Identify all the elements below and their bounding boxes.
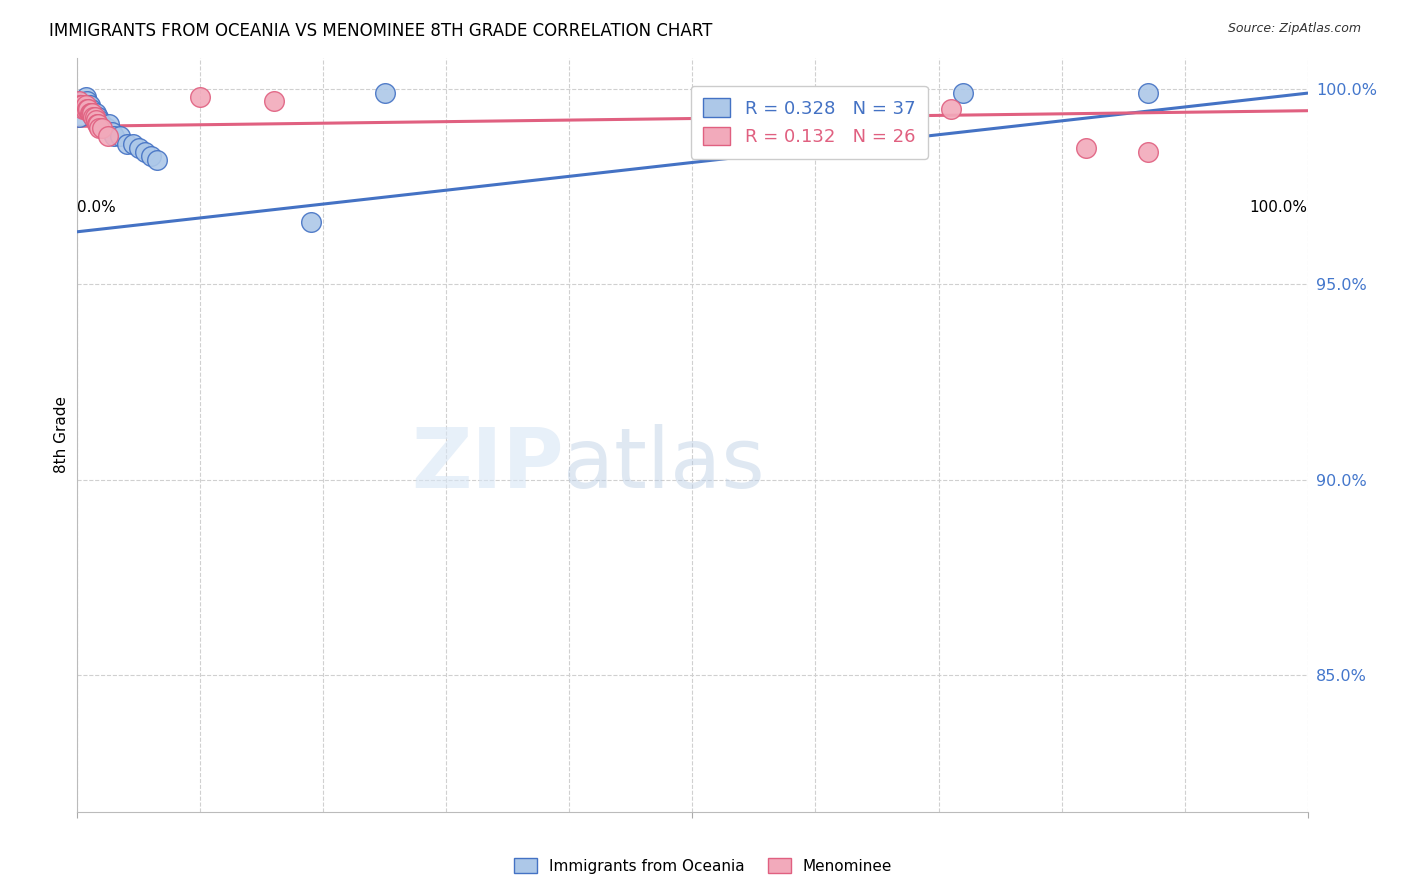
Point: [190, 90, 212, 104]
Point: [101, 125, 124, 139]
Point: [76, 102, 98, 116]
Point: [128, 141, 150, 155]
Point: [80, 102, 103, 116]
Text: 0.0%: 0.0%: [77, 200, 117, 215]
Point: [89, 121, 111, 136]
Point: [72, 102, 94, 116]
Point: [82, 110, 104, 124]
Point: [84, 105, 107, 120]
Text: atlas: atlas: [564, 425, 765, 506]
Point: [90, 117, 112, 131]
Point: [374, 86, 396, 100]
Point: [103, 129, 125, 144]
Legend: R = 0.328   N = 37, R = 0.132   N = 26: R = 0.328 N = 37, R = 0.132 N = 26: [690, 86, 928, 159]
Point: [67, 94, 90, 108]
Point: [98, 117, 121, 131]
Point: [77, 102, 100, 116]
Point: [93, 121, 115, 136]
Point: [299, 215, 322, 229]
Point: [97, 129, 120, 144]
Point: [115, 136, 138, 151]
Y-axis label: 8th Grade: 8th Grade: [53, 396, 69, 474]
Text: 100.0%: 100.0%: [1250, 200, 1308, 215]
Point: [146, 153, 169, 167]
Point: [82, 110, 104, 124]
Point: [70, 94, 93, 108]
Point: [87, 110, 110, 124]
Text: Source: ZipAtlas.com: Source: ZipAtlas.com: [1227, 22, 1361, 36]
Point: [86, 110, 108, 124]
Point: [82, 105, 104, 120]
Point: [90, 117, 114, 131]
Point: [83, 110, 105, 124]
Point: [1076, 141, 1098, 155]
Point: [70, 98, 93, 112]
Point: [77, 98, 100, 112]
Point: [1136, 86, 1159, 100]
Point: [73, 102, 96, 116]
Point: [96, 121, 118, 136]
Point: [718, 90, 741, 104]
Point: [110, 129, 132, 144]
Point: [69, 98, 91, 112]
Point: [84, 113, 107, 128]
Point: [87, 117, 110, 131]
Text: ZIP: ZIP: [411, 425, 564, 506]
Point: [82, 105, 104, 120]
Point: [939, 102, 962, 116]
Point: [75, 90, 97, 104]
Point: [80, 105, 103, 120]
Point: [1136, 145, 1159, 159]
Point: [134, 145, 156, 159]
Point: [79, 105, 101, 120]
Point: [263, 94, 285, 108]
Point: [731, 94, 754, 108]
Point: [67, 110, 90, 124]
Point: [121, 136, 143, 151]
Point: [141, 148, 163, 162]
Point: [69, 98, 91, 112]
Point: [86, 117, 108, 131]
Point: [89, 113, 111, 128]
Point: [73, 94, 96, 108]
Point: [76, 94, 98, 108]
Point: [83, 110, 105, 124]
Point: [90, 121, 114, 136]
Point: [70, 98, 93, 112]
Point: [952, 86, 974, 100]
Point: [70, 94, 93, 108]
Point: [79, 98, 101, 112]
Text: IMMIGRANTS FROM OCEANIA VS MENOMINEE 8TH GRADE CORRELATION CHART: IMMIGRANTS FROM OCEANIA VS MENOMINEE 8TH…: [49, 22, 713, 40]
Point: [72, 98, 94, 112]
Legend: Immigrants from Oceania, Menominee: Immigrants from Oceania, Menominee: [508, 852, 898, 880]
Point: [75, 98, 97, 112]
